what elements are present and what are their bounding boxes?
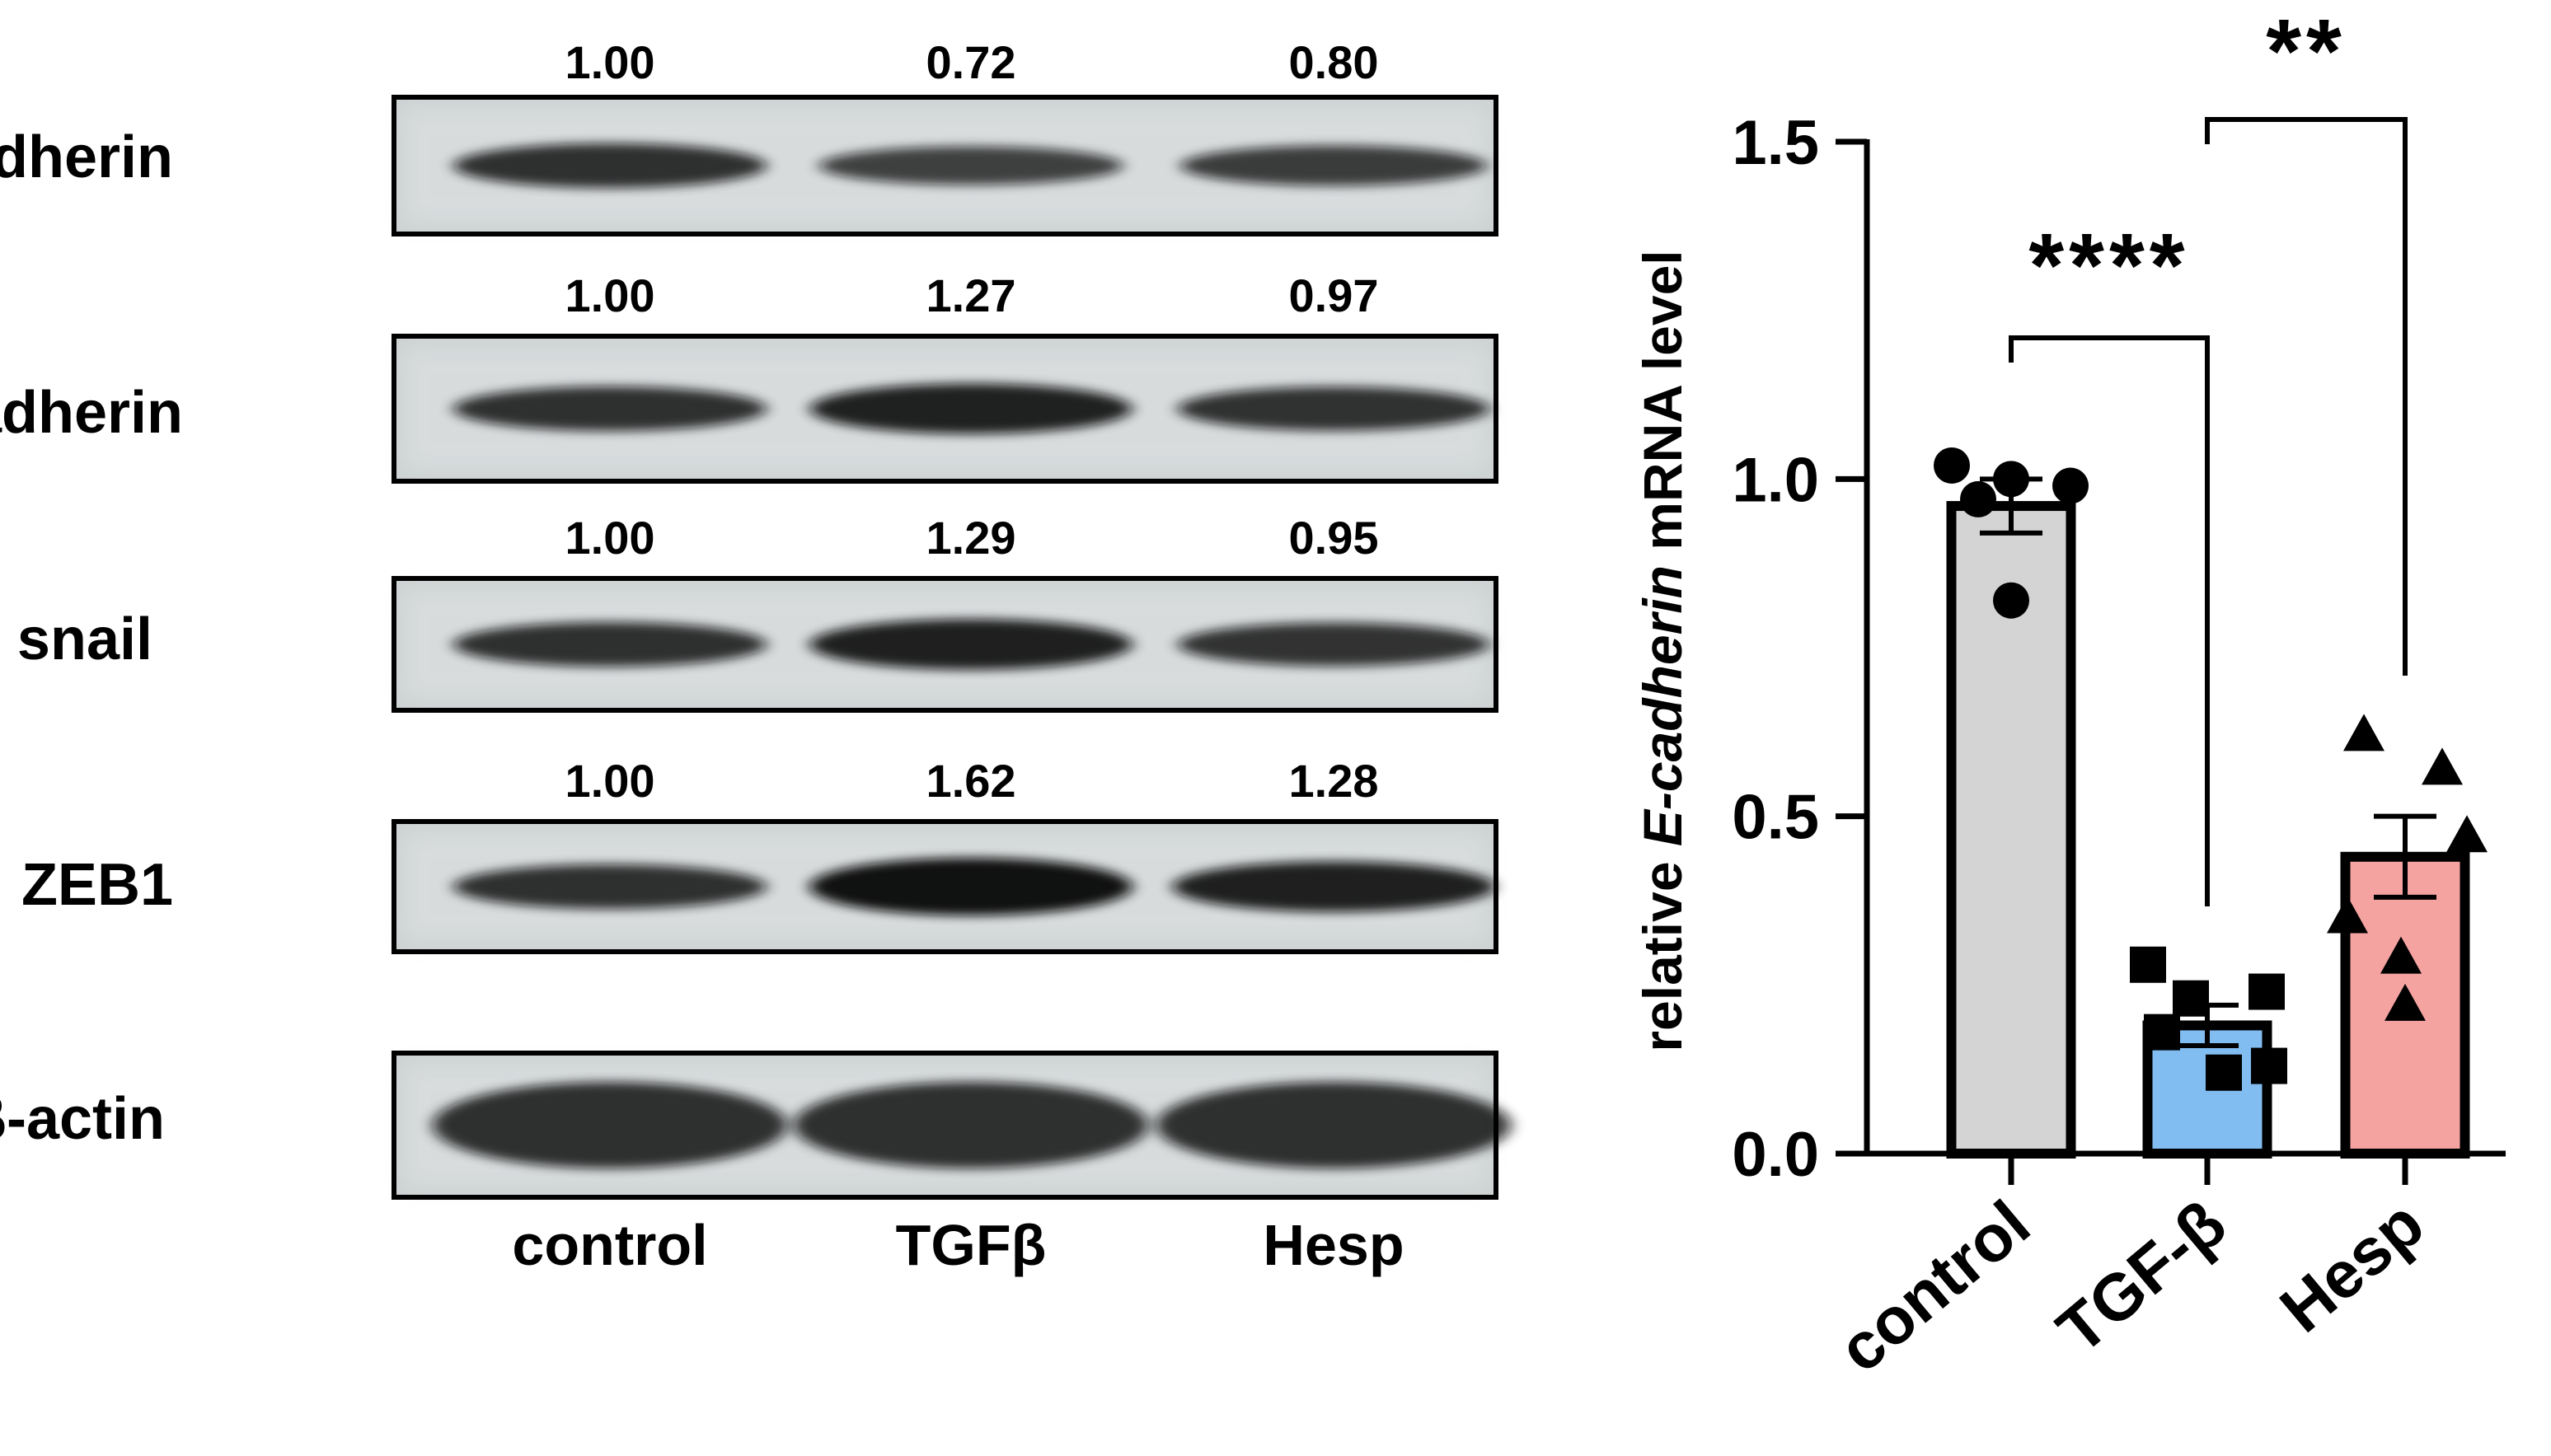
membrane-frame [392,1051,1498,1200]
significance-bracket [2009,335,2210,906]
y-axis-label-prefix: relative [1632,846,1693,1052]
y-axis-label-suffix: mRNA level [1632,250,1693,565]
band-quant-value: 1.27 [926,269,1016,321]
band-quant-value: 0.80 [1289,36,1379,88]
x-category-label: Hesp [2267,1187,2437,1346]
band [453,864,767,909]
y-tick-label: 0.5 [1732,783,1819,853]
band-quant-value: 1.29 [926,512,1016,564]
band [809,383,1132,434]
band [809,857,1132,916]
significance-brackets: ****** [2009,1,2408,906]
membrane-frame [392,819,1498,954]
data-point [1993,582,2029,619]
data-points [1934,447,2488,1091]
data-point [2251,1047,2287,1084]
y-tick-label: 1.5 [1732,108,1819,178]
data-point [2380,936,2422,974]
blot-row-5: β-actin [0,1051,1511,1200]
band-quant-value: 0.72 [926,36,1016,88]
blot-row-3: snail 1.00 1.29 0.95 [17,512,1498,713]
data-point [2052,467,2089,504]
membrane-frame [392,576,1498,713]
band [453,143,767,188]
bar-chart-panel: relative E-cadherin mRNA level 0.0 0.5 1.0… [1632,1,2506,1386]
lane-label-control: control [512,1213,707,1277]
band [433,1082,787,1168]
lane-label-tgfb: TGFβ [896,1213,1047,1277]
data-point [2343,714,2385,751]
band-quant-value: 0.95 [1289,512,1379,564]
band [818,146,1123,185]
data-point [2130,946,2166,983]
y-axis-label: relative E-cadherin mRNA level [1632,250,1693,1051]
y-tick-label: 1.0 [1732,445,1819,515]
blot-row-label: β-actin [0,1086,165,1152]
band [1177,386,1490,431]
lane-label-hesp: Hesp [1263,1213,1404,1277]
data-point [2422,747,2463,785]
data-point [2327,896,2368,934]
blot-row-1: E-cadherin 1.00 0.72 0.80 [0,36,1498,236]
blot-row-2: N-cadherin 1.00 1.27 0.97 [0,269,1498,484]
band [809,619,1132,670]
significance-bracket [2205,117,2408,676]
band-quant-value: 1.62 [926,755,1016,807]
membrane-frame [392,334,1498,484]
bars [1946,476,2470,1159]
blot-row-4: ZEB1 1.00 1.62 1.28 [21,755,1498,954]
band-quant-value: 1.00 [565,269,655,321]
y-tick-label: 0.0 [1732,1120,1819,1190]
blot-row-label: N-cadherin [0,380,183,446]
data-point [2249,973,2285,1010]
band-quant-value: 1.00 [565,36,655,88]
band-quant-value: 1.00 [565,512,655,564]
lane-labels: control TGFβ Hesp [512,1213,1404,1277]
band [453,386,767,431]
significance-label: **** [2028,215,2189,316]
x-category-label: control [1825,1187,2043,1386]
data-point [2173,980,2209,1017]
blot-rows: E-cadherin 1.00 0.72 0.80 N-cadherin 1.00 1.27… [0,36,1511,1200]
blot-row-label: ZEB1 [21,852,173,918]
band-quant-value: 1.28 [1289,755,1379,807]
data-point [1934,447,1970,484]
data-point [2206,1054,2242,1091]
data-point [1993,461,2029,498]
membrane-frame [392,95,1498,236]
y-axis-label-gene: E-cadherin [1632,565,1693,846]
significance-label: ** [2266,1,2347,102]
x-category-label: TGF-β [2043,1187,2239,1368]
x-axis-categories: control TGF-β Hesp [1825,1187,2437,1386]
band [1178,622,1489,667]
data-point [2385,983,2426,1021]
western-blot-panel: E-cadherin 1.00 0.72 0.80 N-cadherin 1.00 1.27… [0,36,1511,1277]
band [1156,1082,1511,1168]
band [1172,861,1495,912]
blot-row-label: E-cadherin [0,124,173,190]
data-point [1960,480,1996,517]
band [1180,145,1487,186]
band-quant-value: 1.00 [565,755,655,807]
band-quant-value: 0.97 [1289,269,1379,321]
data-point [2144,1014,2180,1051]
band [453,622,767,667]
band [794,1082,1148,1168]
data-point [2446,815,2488,853]
blot-row-label: snail [17,606,152,672]
